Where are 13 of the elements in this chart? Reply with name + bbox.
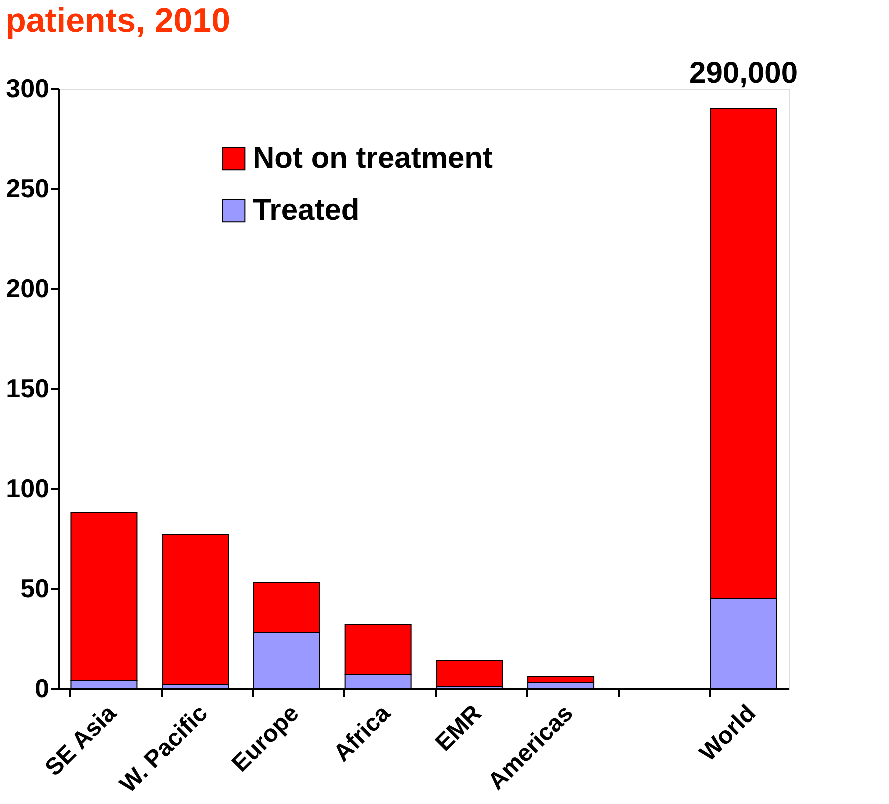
y-tick-label: 250	[6, 174, 50, 204]
chart-title: patients, 2010	[6, 2, 231, 40]
legend-label: Not on treatment	[253, 142, 494, 175]
bar	[162, 534, 230, 686]
bar	[436, 660, 504, 688]
y-tick-label: 0	[35, 674, 50, 704]
annotation: 290,000	[690, 57, 798, 90]
legend-label: Treated	[253, 194, 360, 227]
y-tick-label: 300	[6, 74, 50, 104]
y-tick-label: 150	[6, 374, 50, 404]
y-tick-label: 100	[6, 474, 50, 504]
y-tick-label: 50	[20, 574, 50, 604]
y-tick-label: 200	[6, 274, 50, 304]
